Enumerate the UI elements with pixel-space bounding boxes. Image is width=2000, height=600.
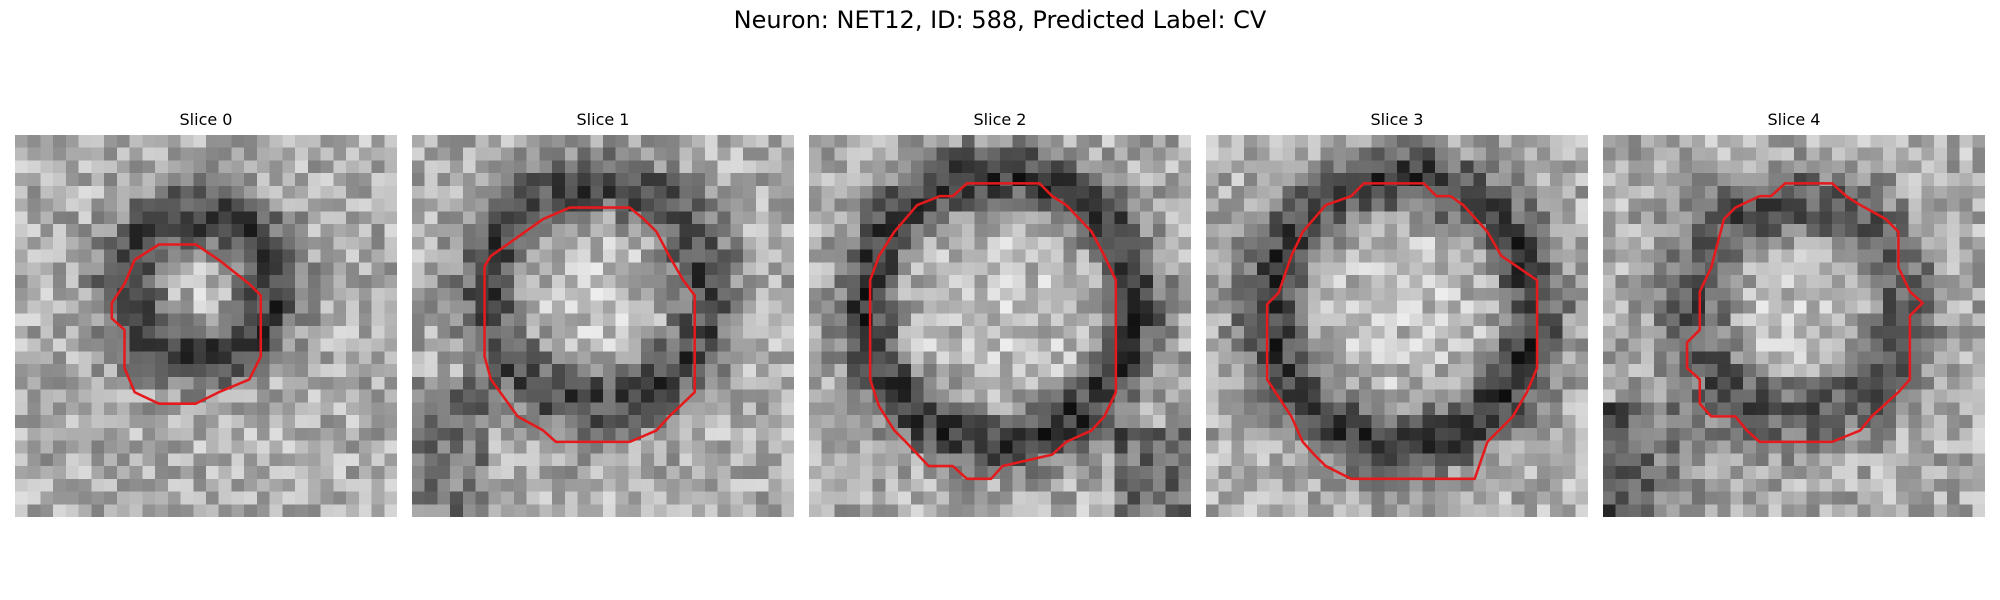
slice-image-0 xyxy=(15,135,397,517)
slice-image-1 xyxy=(412,135,794,517)
slice-image-3 xyxy=(1206,135,1588,517)
segmentation-outline xyxy=(1685,182,1924,444)
figure-title: Neuron: NET12, ID: 588, Predicted Label:… xyxy=(733,6,1267,34)
slice-panel-2: Slice 2 xyxy=(809,108,1191,517)
slice-panel-3: Slice 3 xyxy=(1206,108,1588,517)
slice-panel-1: Slice 1 xyxy=(412,108,794,517)
slice-pixels xyxy=(809,135,1191,517)
slice-pixels xyxy=(1603,135,1985,517)
slice-title-2: Slice 2 xyxy=(973,110,1027,129)
segmentation-outline xyxy=(110,243,263,405)
slice-title-1: Slice 1 xyxy=(576,110,630,129)
slice-image-2 xyxy=(809,135,1191,517)
slice-panel-0: Slice 0 xyxy=(15,108,397,517)
slice-pixels xyxy=(412,135,794,517)
slice-title-0: Slice 0 xyxy=(179,110,233,129)
segmentation-outline xyxy=(868,182,1118,481)
slice-panel-4: Slice 4 xyxy=(1603,108,1985,517)
slice-image-4 xyxy=(1603,135,1985,517)
slice-title-4: Slice 4 xyxy=(1767,110,1821,129)
segmentation-outline xyxy=(1265,182,1539,481)
segmentation-outline xyxy=(483,206,696,444)
slice-pixels xyxy=(1206,135,1588,517)
slice-title-3: Slice 3 xyxy=(1370,110,1424,129)
slice-pixels xyxy=(15,135,397,517)
